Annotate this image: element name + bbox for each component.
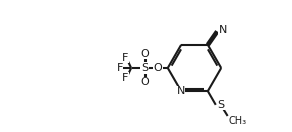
Text: N: N bbox=[219, 25, 227, 36]
Text: S: S bbox=[141, 63, 148, 73]
Text: F: F bbox=[122, 53, 129, 63]
Text: CH₃: CH₃ bbox=[228, 116, 246, 126]
Text: N: N bbox=[176, 86, 185, 96]
Text: F: F bbox=[117, 63, 123, 73]
Text: F: F bbox=[122, 73, 129, 83]
Text: O: O bbox=[140, 49, 149, 59]
Text: O: O bbox=[140, 77, 149, 87]
Text: O: O bbox=[154, 63, 162, 73]
Text: S: S bbox=[217, 100, 224, 110]
